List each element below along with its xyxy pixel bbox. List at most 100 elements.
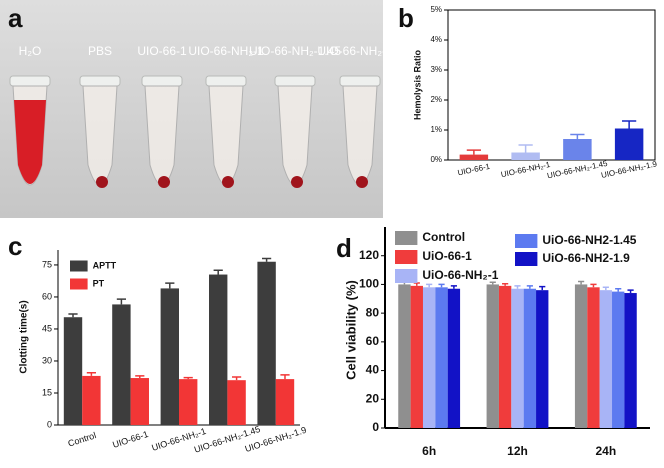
error-bar (514, 285, 521, 289)
error-bar (413, 282, 420, 286)
bar (398, 284, 411, 428)
bar (574, 284, 588, 428)
bar (435, 287, 448, 428)
legend-label: UiO-66-NH2-1.45 (542, 233, 636, 247)
bar (459, 154, 489, 160)
x-tick-label: UIO-66-NH₂-1.45 (546, 159, 608, 181)
error-bar (116, 298, 127, 305)
x-tick-label: 6h (422, 444, 436, 458)
y-tick-label: 45 (42, 323, 52, 333)
bar (179, 379, 198, 425)
bar (112, 304, 131, 425)
bar (275, 379, 295, 425)
error-bar (213, 269, 223, 275)
y-axis-label: Clotting time(s) (19, 300, 30, 373)
pellet (96, 176, 108, 188)
bar (160, 288, 179, 425)
photo-label: UIO-66-NH₂-1.9 (317, 44, 403, 58)
error-bar (450, 285, 457, 289)
bar (130, 378, 149, 425)
y-tick-label: 0% (430, 155, 442, 164)
error-bar (627, 289, 634, 294)
y-axis-label: Hemolysis Ratio (412, 49, 422, 120)
error-bar (502, 282, 509, 286)
bar (498, 285, 512, 428)
panel-letter: d (336, 233, 352, 263)
error-bar (231, 376, 242, 381)
y-tick-label: 60 (42, 291, 52, 301)
plot-frame (447, 9, 656, 161)
tube-cap (141, 75, 183, 87)
photo (0, 0, 383, 218)
bar (614, 128, 644, 160)
bar (523, 288, 537, 428)
tube-cap (274, 75, 316, 87)
bar (227, 380, 246, 425)
legend-label: Control (422, 230, 465, 244)
photo-label: UIO-66-NH₂-1.45 (249, 44, 341, 58)
bar (447, 288, 461, 428)
error-bar (518, 144, 533, 153)
bar (612, 291, 625, 428)
bar (624, 293, 637, 428)
bar (63, 317, 83, 425)
tube-cap (79, 75, 121, 87)
panel-letter: c (8, 231, 22, 261)
error-bar (280, 374, 290, 380)
error-bar (570, 133, 585, 139)
y-tick-label: 4% (430, 35, 442, 44)
bar (587, 287, 600, 428)
error-bar (438, 283, 445, 288)
y-tick-label: 75 (42, 259, 52, 269)
error-bar (539, 285, 546, 291)
y-tick-label: 80 (366, 305, 380, 319)
legend-swatch (395, 250, 418, 264)
legend-swatch (515, 234, 538, 248)
bar (486, 284, 499, 428)
error-bar (466, 149, 481, 155)
legend-swatch (395, 269, 418, 283)
error-bar (262, 257, 272, 262)
bar (511, 152, 540, 160)
tube-blood (14, 100, 46, 184)
x-tick-label: UIO-66-NH₂-1 (500, 160, 552, 179)
x-tick-label: 12h (507, 444, 528, 458)
x-tick-label: UIO-66-1 (457, 162, 492, 178)
y-tick-label: 0 (372, 420, 379, 434)
bar (209, 274, 228, 425)
pellet (158, 176, 170, 188)
error-bar (615, 287, 622, 292)
bar (410, 285, 423, 428)
error-bar (590, 283, 597, 288)
error-bar (68, 313, 78, 318)
legend-swatch (70, 278, 88, 290)
pellet (356, 176, 368, 188)
bar (82, 375, 101, 425)
legend-swatch (395, 231, 418, 245)
y-tick-label: 20 (366, 391, 380, 405)
error-bar (86, 371, 96, 376)
y-tick-label: 30 (42, 355, 52, 365)
legend-label: PT (93, 278, 105, 288)
bar (599, 290, 613, 428)
tube-cap (9, 75, 51, 87)
x-tick-label: UIO-66-1 (111, 429, 149, 450)
legend-label: UiO-66-NH₂-1 (422, 268, 498, 282)
bar (511, 288, 524, 428)
error-bar (489, 281, 496, 285)
bar (257, 261, 276, 425)
y-tick-label: 0 (47, 419, 52, 429)
tube-cap (205, 75, 247, 87)
panel-letter: a (8, 3, 23, 33)
y-tick-label: 3% (430, 65, 442, 74)
legend-swatch (515, 252, 538, 266)
y-axis-label: Cell viability (%) (343, 280, 358, 380)
panel-letter: b (398, 3, 414, 33)
error-bar (426, 283, 433, 288)
x-tick-label: 24h (595, 444, 616, 458)
photo-label: PBS (88, 44, 112, 58)
pellet (222, 176, 234, 188)
x-tick-label: UIO-66-NH₂-1.9 (600, 159, 658, 180)
tube-cap (339, 75, 381, 87)
